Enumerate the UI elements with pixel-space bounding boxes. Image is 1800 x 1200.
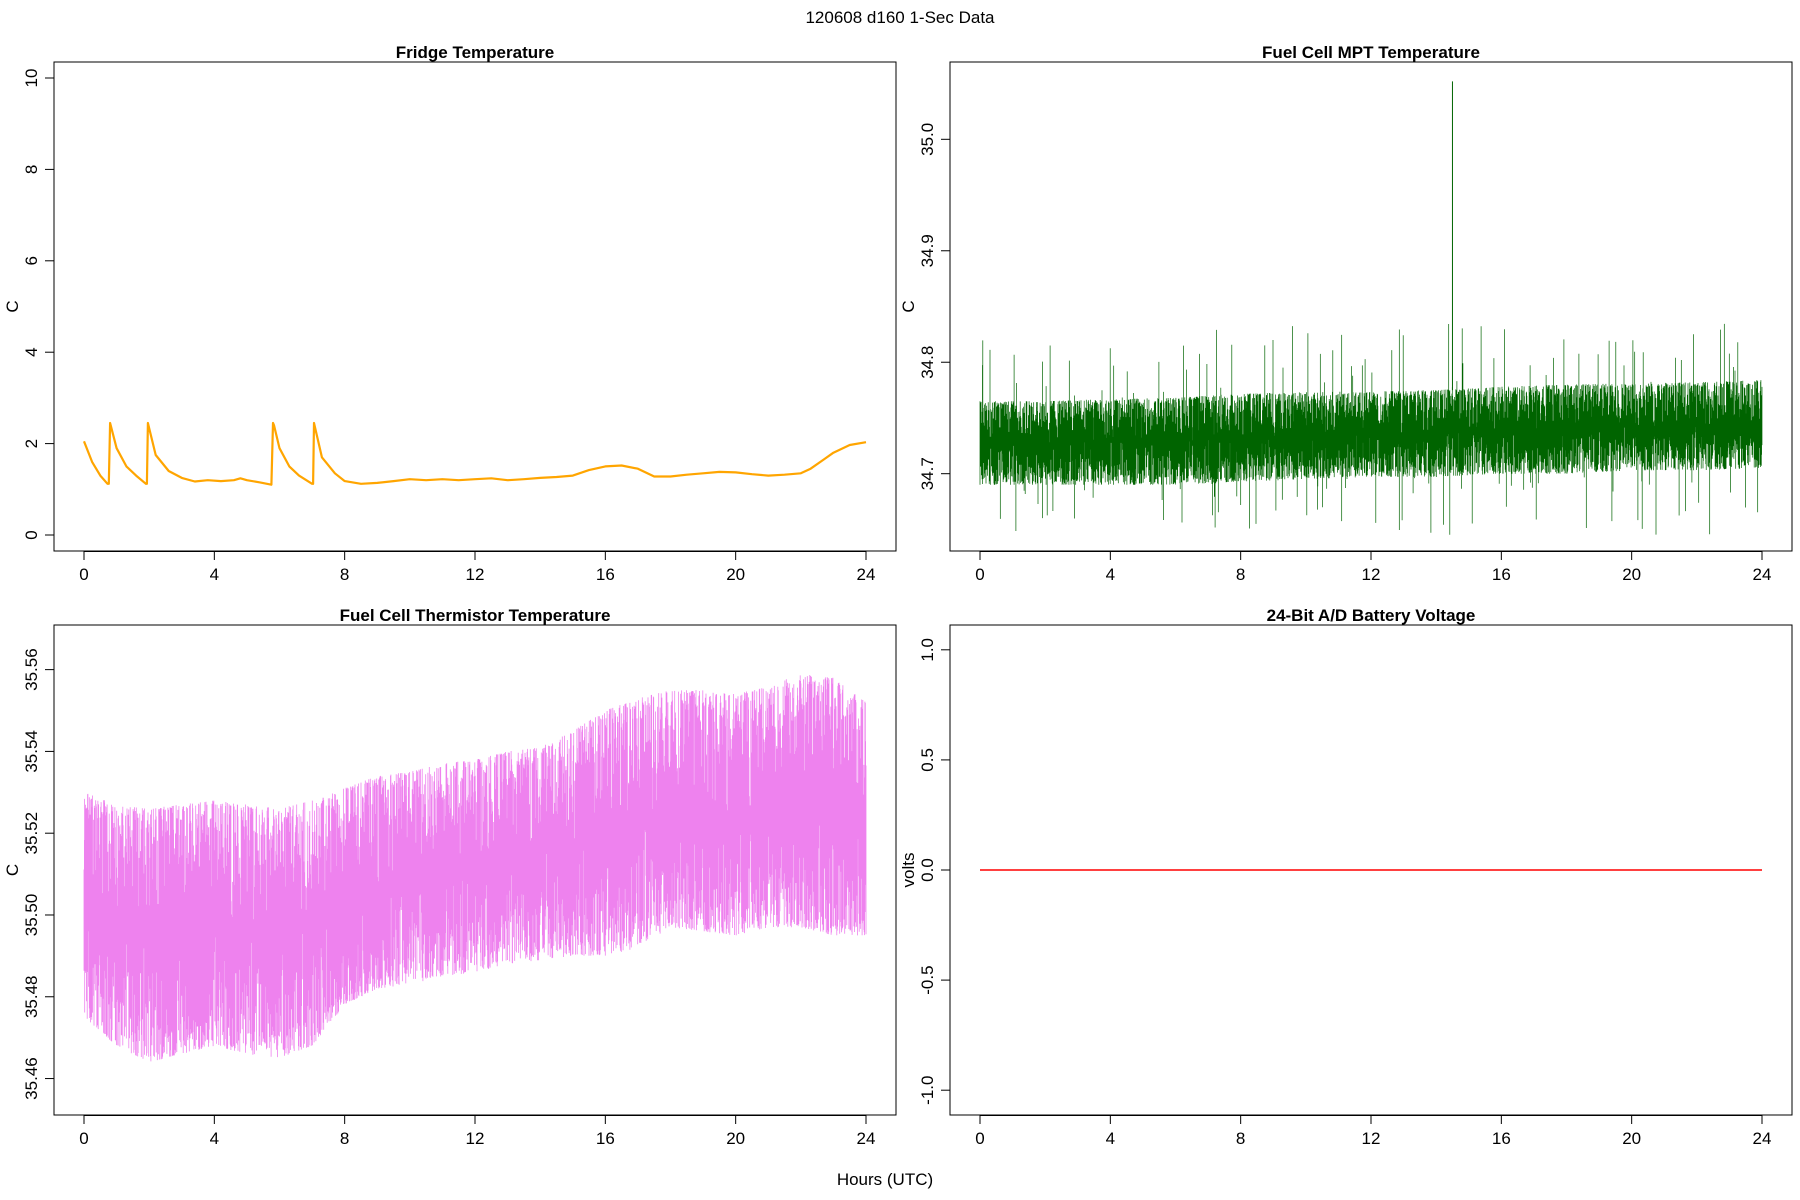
fridge-y-tick-label: 10 bbox=[22, 69, 41, 88]
shared-x-axis-label: Hours (UTC) bbox=[837, 1170, 933, 1189]
battery-y-axis: -1.0 -0.5 0.0 0.5 1.0 bbox=[918, 638, 950, 1105]
battery-y-axis-label: volts bbox=[899, 853, 918, 888]
fridge-x-tick-label: 24 bbox=[857, 565, 876, 584]
mpt-x-tick-label: 0 bbox=[975, 565, 984, 584]
thermistor-x-tick-label: 20 bbox=[726, 1129, 745, 1148]
mpt-series bbox=[979, 81, 1763, 535]
battery-y-tick-label: -0.5 bbox=[918, 965, 937, 994]
mpt-y-axis: 34.7 34.8 34.9 35.0 bbox=[918, 123, 950, 490]
fridge-y-tick-label: 8 bbox=[22, 165, 41, 174]
battery-title: 24-Bit A/D Battery Voltage bbox=[1267, 606, 1476, 625]
panel-battery: 24-Bit A/D Battery Voltage volts 0 4 8 12 16 20… bbox=[899, 606, 1793, 1148]
mpt-x-tick-label: 24 bbox=[1753, 565, 1772, 584]
thermistor-x-tick-label: 0 bbox=[79, 1129, 88, 1148]
thermistor-x-tick-label: 4 bbox=[210, 1129, 219, 1148]
thermistor-y-tick-label: 35.52 bbox=[22, 812, 41, 855]
fridge-x-tick-label: 12 bbox=[466, 565, 485, 584]
figure-suptitle: 120608 d160 1-Sec Data bbox=[805, 8, 995, 27]
thermistor-series bbox=[83, 675, 867, 1062]
thermistor-title: Fuel Cell Thermistor Temperature bbox=[340, 606, 611, 625]
fridge-x-tick-label: 20 bbox=[726, 565, 745, 584]
battery-y-tick-label: 0.5 bbox=[918, 748, 937, 772]
fridge-line bbox=[82, 421, 867, 486]
battery-y-tick-label: 1.0 bbox=[918, 638, 937, 662]
fridge-y-tick-label: 0 bbox=[22, 530, 41, 539]
mpt-x-tick-label: 20 bbox=[1622, 565, 1641, 584]
battery-x-axis: 0 4 8 12 16 20 24 bbox=[975, 1115, 1771, 1148]
thermistor-y-tick-label: 35.50 bbox=[22, 894, 41, 937]
fridge-y-tick-label: 4 bbox=[22, 347, 41, 356]
battery-x-tick-label: 16 bbox=[1492, 1129, 1511, 1148]
battery-x-tick-label: 12 bbox=[1362, 1129, 1381, 1148]
thermistor-noise-trace bbox=[83, 675, 867, 1062]
thermistor-x-tick-label: 24 bbox=[857, 1129, 876, 1148]
fridge-y-axis-label: C bbox=[3, 300, 22, 312]
mpt-noise-trace bbox=[979, 323, 1763, 535]
battery-y-tick-label: -1.0 bbox=[918, 1076, 937, 1105]
mpt-x-axis: 0 4 8 12 16 20 24 bbox=[975, 551, 1771, 584]
fridge-y-axis: 0 2 4 6 8 10 bbox=[22, 69, 54, 540]
mpt-y-axis-label: C bbox=[899, 300, 918, 312]
fridge-series bbox=[82, 421, 867, 486]
thermistor-x-tick-label: 12 bbox=[466, 1129, 485, 1148]
battery-y-tick-label: 0.0 bbox=[918, 858, 937, 882]
mpt-y-tick-label: 35.0 bbox=[918, 123, 937, 156]
battery-x-tick-label: 8 bbox=[1236, 1129, 1245, 1148]
thermistor-y-tick-label: 35.48 bbox=[22, 975, 41, 1018]
panel-thermistor: Fuel Cell Thermistor Temperature C 0 4 8 12 16… bbox=[3, 606, 897, 1148]
mpt-y-tick-label: 34.7 bbox=[918, 457, 937, 490]
panel-mpt: Fuel Cell MPT Temperature C 0 4 8 12 16 20 24 34.… bbox=[899, 43, 1793, 584]
fridge-y-tick-label: 2 bbox=[22, 439, 41, 448]
thermistor-y-tick-label: 35.56 bbox=[22, 648, 41, 691]
mpt-x-tick-label: 16 bbox=[1492, 565, 1511, 584]
fridge-x-tick-label: 16 bbox=[596, 565, 615, 584]
mpt-title: Fuel Cell MPT Temperature bbox=[1262, 43, 1480, 62]
battery-x-tick-label: 20 bbox=[1622, 1129, 1641, 1148]
mpt-y-tick-label: 34.9 bbox=[918, 234, 937, 267]
mpt-y-tick-label: 34.8 bbox=[918, 346, 937, 379]
thermistor-y-axis-label: C bbox=[3, 864, 22, 876]
fridge-x-tick-label: 0 bbox=[79, 565, 88, 584]
battery-x-tick-label: 4 bbox=[1106, 1129, 1115, 1148]
thermistor-x-axis: 0 4 8 12 16 20 24 bbox=[79, 1115, 875, 1148]
fridge-x-tick-label: 4 bbox=[210, 565, 219, 584]
thermistor-x-tick-label: 8 bbox=[340, 1129, 349, 1148]
fridge-x-axis: 0 4 8 12 16 20 24 bbox=[79, 551, 875, 584]
mpt-x-tick-label: 4 bbox=[1106, 565, 1115, 584]
thermistor-y-axis: 35.46 35.48 35.50 35.52 35.54 35.56 bbox=[22, 648, 54, 1100]
battery-x-tick-label: 0 bbox=[975, 1129, 984, 1148]
fridge-title: Fridge Temperature bbox=[396, 43, 554, 62]
mpt-x-tick-label: 8 bbox=[1236, 565, 1245, 584]
mpt-x-tick-label: 12 bbox=[1362, 565, 1381, 584]
battery-x-tick-label: 24 bbox=[1753, 1129, 1772, 1148]
thermistor-x-tick-label: 16 bbox=[596, 1129, 615, 1148]
thermistor-y-tick-label: 35.46 bbox=[22, 1057, 41, 1100]
thermistor-y-tick-label: 35.54 bbox=[22, 730, 41, 773]
fridge-x-tick-label: 8 bbox=[340, 565, 349, 584]
fridge-y-tick-label: 6 bbox=[22, 256, 41, 265]
